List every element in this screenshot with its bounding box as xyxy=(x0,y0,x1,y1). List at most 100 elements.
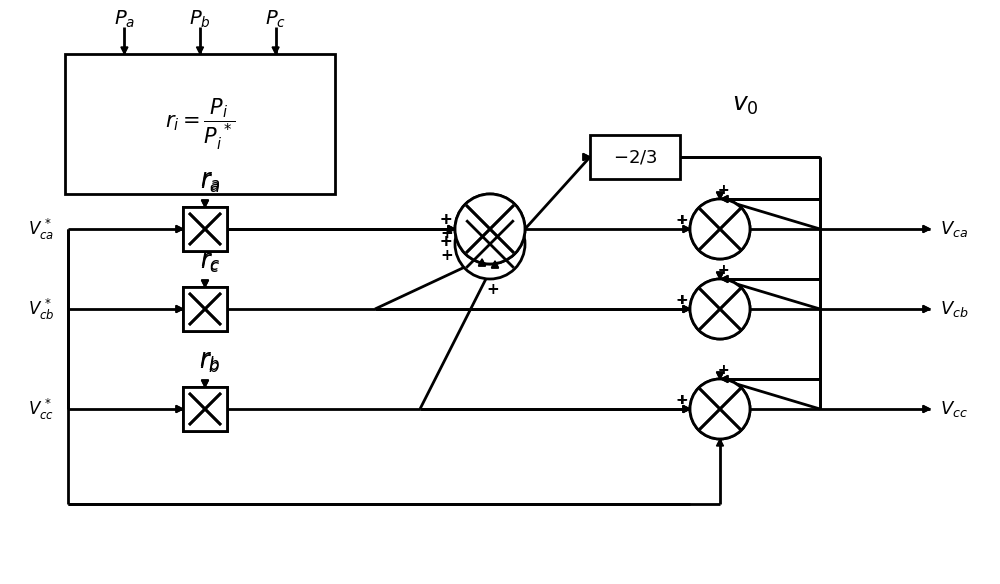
Text: $r_a$: $r_a$ xyxy=(200,169,220,193)
Text: $r_b$: $r_b$ xyxy=(199,351,221,375)
Polygon shape xyxy=(492,261,498,268)
Text: +: + xyxy=(487,281,499,297)
Text: +: + xyxy=(717,263,729,277)
Polygon shape xyxy=(716,439,724,446)
Bar xyxy=(183,387,227,431)
Circle shape xyxy=(455,209,525,279)
Text: +: + xyxy=(676,293,688,307)
Text: +: + xyxy=(676,393,688,407)
Polygon shape xyxy=(721,276,728,283)
Text: +: + xyxy=(441,227,453,242)
Polygon shape xyxy=(479,259,486,266)
Text: $V_{cc}^{\,*}$: $V_{cc}^{\,*}$ xyxy=(28,397,54,422)
Polygon shape xyxy=(923,225,930,232)
Bar xyxy=(65,54,335,194)
Polygon shape xyxy=(448,225,455,232)
Polygon shape xyxy=(272,47,279,54)
Polygon shape xyxy=(202,380,208,387)
Text: +: + xyxy=(675,393,687,407)
Text: +: + xyxy=(440,213,452,228)
Polygon shape xyxy=(176,405,183,412)
Polygon shape xyxy=(716,192,724,199)
Polygon shape xyxy=(716,192,724,199)
Polygon shape xyxy=(202,280,208,287)
Polygon shape xyxy=(683,305,690,312)
Text: $r_i = \dfrac{P_i}{P_i^{\,*}}$: $r_i = \dfrac{P_i}{P_i^{\,*}}$ xyxy=(165,96,235,152)
Circle shape xyxy=(690,379,750,439)
Polygon shape xyxy=(202,280,208,287)
Circle shape xyxy=(690,199,750,259)
Text: +: + xyxy=(440,234,452,249)
Polygon shape xyxy=(176,405,183,412)
Polygon shape xyxy=(923,405,930,412)
Circle shape xyxy=(690,379,750,439)
Text: +: + xyxy=(675,293,687,307)
Circle shape xyxy=(455,194,525,264)
Polygon shape xyxy=(202,200,208,207)
Circle shape xyxy=(690,199,750,259)
Polygon shape xyxy=(176,305,183,312)
Polygon shape xyxy=(683,305,690,312)
Text: $-2/3$: $-2/3$ xyxy=(613,148,657,166)
Text: +: + xyxy=(717,183,729,197)
Text: $V_{cc}$: $V_{cc}$ xyxy=(940,399,968,419)
Text: $r_b$: $r_b$ xyxy=(199,349,221,373)
Text: +: + xyxy=(717,363,729,377)
Bar xyxy=(590,135,680,179)
Text: +: + xyxy=(676,213,688,227)
Polygon shape xyxy=(196,47,204,54)
Circle shape xyxy=(690,279,750,339)
Polygon shape xyxy=(176,225,183,232)
Polygon shape xyxy=(721,376,728,383)
Polygon shape xyxy=(683,405,690,412)
Bar xyxy=(183,287,227,331)
Text: $V_{ca}^{\,*}$: $V_{ca}^{\,*}$ xyxy=(28,217,54,242)
Polygon shape xyxy=(683,225,690,232)
Polygon shape xyxy=(448,225,455,232)
Polygon shape xyxy=(492,261,498,268)
Text: +: + xyxy=(717,363,729,377)
Polygon shape xyxy=(683,405,690,412)
Text: +: + xyxy=(440,234,452,249)
Text: $v_0$: $v_0$ xyxy=(732,93,758,117)
Polygon shape xyxy=(583,154,590,161)
Polygon shape xyxy=(721,196,728,203)
Text: $r_a$: $r_a$ xyxy=(200,171,220,195)
Polygon shape xyxy=(583,154,590,161)
Polygon shape xyxy=(721,276,728,283)
Polygon shape xyxy=(202,200,208,207)
Text: $r_c$: $r_c$ xyxy=(200,251,220,275)
Bar xyxy=(183,207,227,251)
Circle shape xyxy=(455,194,525,264)
Text: +: + xyxy=(487,266,499,281)
Text: $P_c$: $P_c$ xyxy=(265,9,286,30)
Polygon shape xyxy=(721,376,728,383)
Polygon shape xyxy=(721,196,728,203)
Polygon shape xyxy=(716,272,724,279)
Text: $V_{cb}$: $V_{cb}$ xyxy=(940,299,969,319)
Polygon shape xyxy=(923,305,930,312)
Text: $P_b$: $P_b$ xyxy=(189,9,211,30)
Polygon shape xyxy=(448,225,455,232)
Bar xyxy=(183,387,227,431)
Polygon shape xyxy=(923,405,930,412)
Polygon shape xyxy=(683,225,690,232)
Polygon shape xyxy=(683,305,690,312)
Text: +: + xyxy=(441,249,453,263)
Circle shape xyxy=(690,279,750,339)
Bar xyxy=(183,207,227,251)
Polygon shape xyxy=(176,305,183,312)
Polygon shape xyxy=(202,380,208,387)
Text: +: + xyxy=(717,183,729,197)
Text: +: + xyxy=(717,263,729,277)
Polygon shape xyxy=(716,372,724,379)
Bar xyxy=(183,287,227,331)
Polygon shape xyxy=(683,405,690,412)
Polygon shape xyxy=(923,305,930,312)
Polygon shape xyxy=(121,47,128,54)
Polygon shape xyxy=(923,225,930,232)
Text: +: + xyxy=(440,213,452,228)
Text: +: + xyxy=(487,266,499,281)
Text: $V_{cb}^{\,*}$: $V_{cb}^{\,*}$ xyxy=(28,297,55,322)
Text: $r_c$: $r_c$ xyxy=(200,249,220,273)
